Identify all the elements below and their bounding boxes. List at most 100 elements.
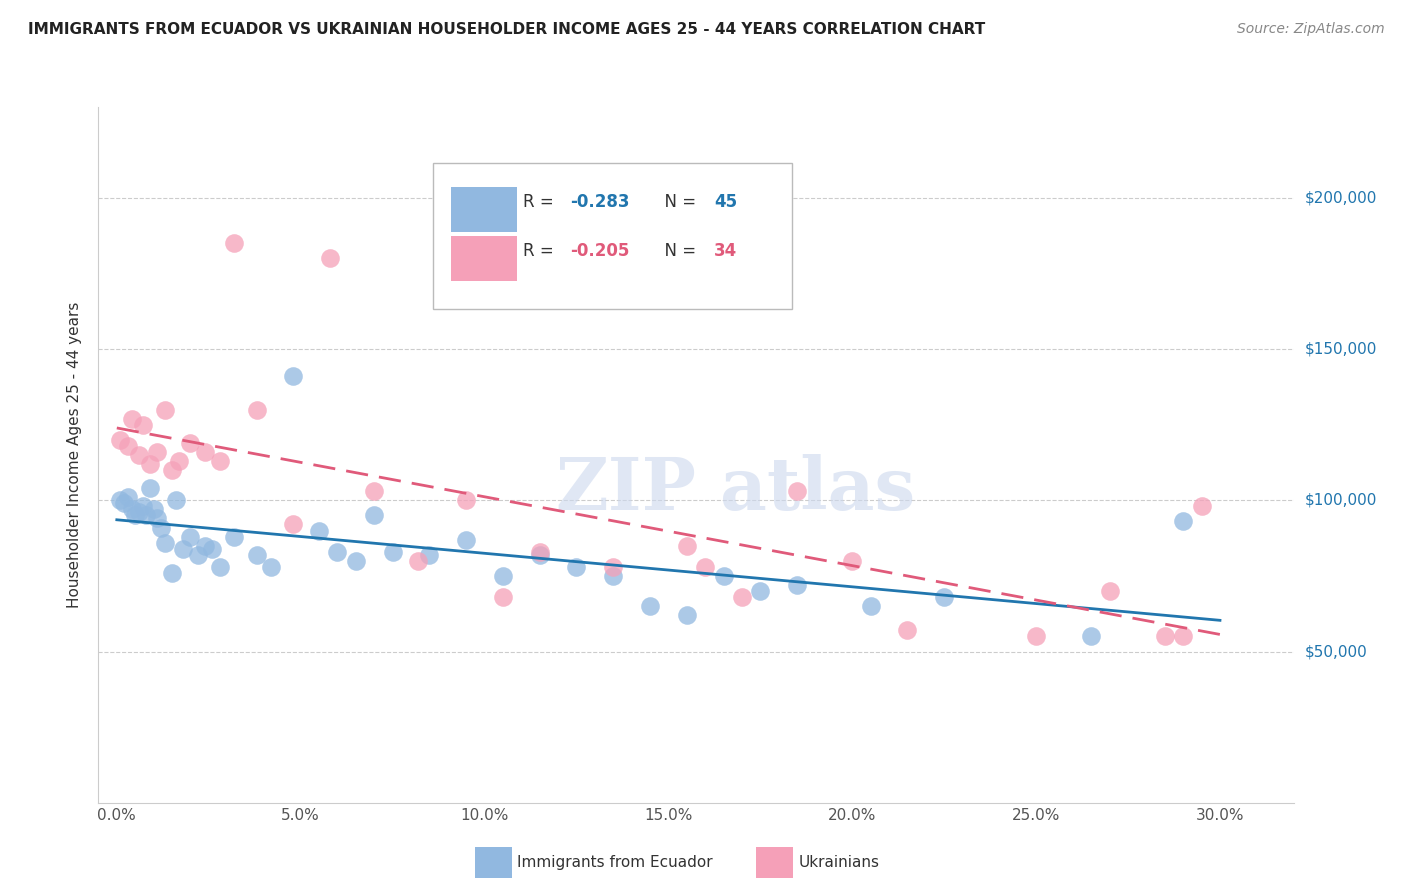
Text: Ukrainians: Ukrainians [799,855,880,870]
Point [139,481,162,495]
Point [859,599,882,614]
Point [128,448,150,462]
Point [934,590,956,604]
Text: R =: R = [523,193,558,211]
Point [142,502,165,516]
Point [121,411,143,425]
Text: -0.283: -0.283 [571,193,630,211]
Point [638,599,661,614]
Point [363,484,385,499]
Point [131,500,153,514]
Point [492,590,515,604]
Point [121,502,143,516]
Point [731,590,754,604]
Point [675,608,697,623]
Point [112,496,135,510]
Text: R =: R = [523,242,558,260]
Point [695,559,717,574]
Point [187,548,209,562]
Point [408,554,430,568]
Point [131,417,153,432]
Text: -0.205: -0.205 [571,242,630,260]
FancyBboxPatch shape [451,235,517,281]
Point [128,505,150,519]
Text: atlas: atlas [720,454,915,525]
Text: $150,000: $150,000 [1305,342,1376,357]
Text: $100,000: $100,000 [1305,492,1376,508]
Point [153,402,176,417]
Point [146,445,169,459]
Text: 34: 34 [714,242,737,260]
Point [165,493,187,508]
Point [565,559,588,574]
FancyBboxPatch shape [433,162,792,309]
Point [160,463,183,477]
Point [208,559,231,574]
Point [1173,629,1195,643]
Text: IMMIGRANTS FROM ECUADOR VS UKRAINIAN HOUSEHOLDER INCOME AGES 25 - 44 YEARS CORRE: IMMIGRANTS FROM ECUADOR VS UKRAINIAN HOU… [28,22,986,37]
Y-axis label: Householder Income Ages 25 - 44 years: Householder Income Ages 25 - 44 years [67,301,83,608]
Point [529,545,551,559]
Point [344,554,367,568]
Point [456,533,478,547]
Text: $50,000: $50,000 [1305,644,1368,659]
Point [146,511,169,525]
Point [1080,629,1102,643]
Point [1153,629,1175,643]
Point [135,508,157,523]
Point [160,566,183,580]
Text: $200,000: $200,000 [1305,190,1376,205]
Point [117,439,139,453]
Text: Source: ZipAtlas.com: Source: ZipAtlas.com [1237,22,1385,37]
Text: ZIP: ZIP [555,454,696,525]
Text: Immigrants from Ecuador: Immigrants from Ecuador [517,855,713,870]
Point [456,493,478,508]
Point [224,236,246,251]
Point [117,490,139,504]
Point [169,454,191,468]
Text: N =: N = [654,242,702,260]
Point [319,252,342,266]
Point [179,530,201,544]
Point [308,524,330,538]
Point [602,559,624,574]
Point [786,578,808,592]
Point [786,484,808,499]
Point [283,517,305,532]
Point [1173,515,1195,529]
Point [381,545,404,559]
Point [224,530,246,544]
Point [363,508,385,523]
Point [260,559,283,574]
Point [194,445,217,459]
Point [149,520,172,534]
Point [124,508,146,523]
Point [283,369,305,384]
Point [896,624,918,638]
FancyBboxPatch shape [451,187,517,232]
Point [749,584,772,599]
Point [245,548,267,562]
Point [110,433,132,447]
Point [153,535,176,549]
Point [139,457,162,471]
Point [602,569,624,583]
Point [1025,629,1047,643]
Point [529,548,551,562]
Text: 45: 45 [714,193,737,211]
Point [713,569,735,583]
Point [179,435,201,450]
Text: N =: N = [654,193,702,211]
Point [201,541,224,556]
Point [172,541,194,556]
Point [326,545,349,559]
Point [1098,584,1121,599]
Point [245,402,267,417]
Point [675,539,697,553]
Point [110,493,132,508]
Point [841,554,863,568]
Point [418,548,440,562]
Point [492,569,515,583]
Point [1191,500,1213,514]
Point [194,539,217,553]
